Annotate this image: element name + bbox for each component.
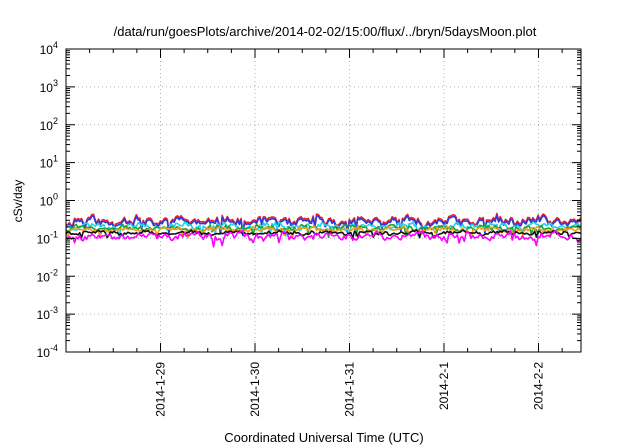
series-magenta [65,229,582,248]
x-tick-label: 2014-1-31 [342,362,356,417]
y-tick-label: 10-1 [37,229,58,246]
x-axis-label: Coordinated Universal Time (UTC) [224,430,423,445]
x-tick-label: 2014-2-1 [437,362,451,410]
series-black [65,229,582,240]
plot-area [65,212,582,248]
y-axis: 10-4 10-3 10-2 10-1 100 101 102 103 104 [37,40,581,360]
y-tick-label: 100 [40,192,58,209]
chart-title: /data/run/goesPlots/archive/2014-02-02/1… [114,24,537,39]
x-tick-label: 2014-2-2 [531,362,545,410]
y-tick-label: 10-2 [37,267,58,284]
y-tick-label: 103 [40,78,58,95]
x-axis: 2014-1-29 2014-1-30 2014-1-31 2014-2-1 2014-… [89,49,563,417]
y-tick-label: 10-4 [37,343,58,360]
grid-lines [66,49,581,352]
plot-frame [65,48,582,353]
y-tick-label: 102 [40,116,58,133]
y-tick-label: 104 [40,40,58,57]
y-tick-label: 10-3 [37,305,58,322]
y-axis-label: cSv/day [11,180,25,223]
x-tick-label: 2014-1-30 [248,362,262,417]
x-tick-label: 2014-1-29 [153,362,167,417]
y-tick-label: 101 [40,154,58,171]
